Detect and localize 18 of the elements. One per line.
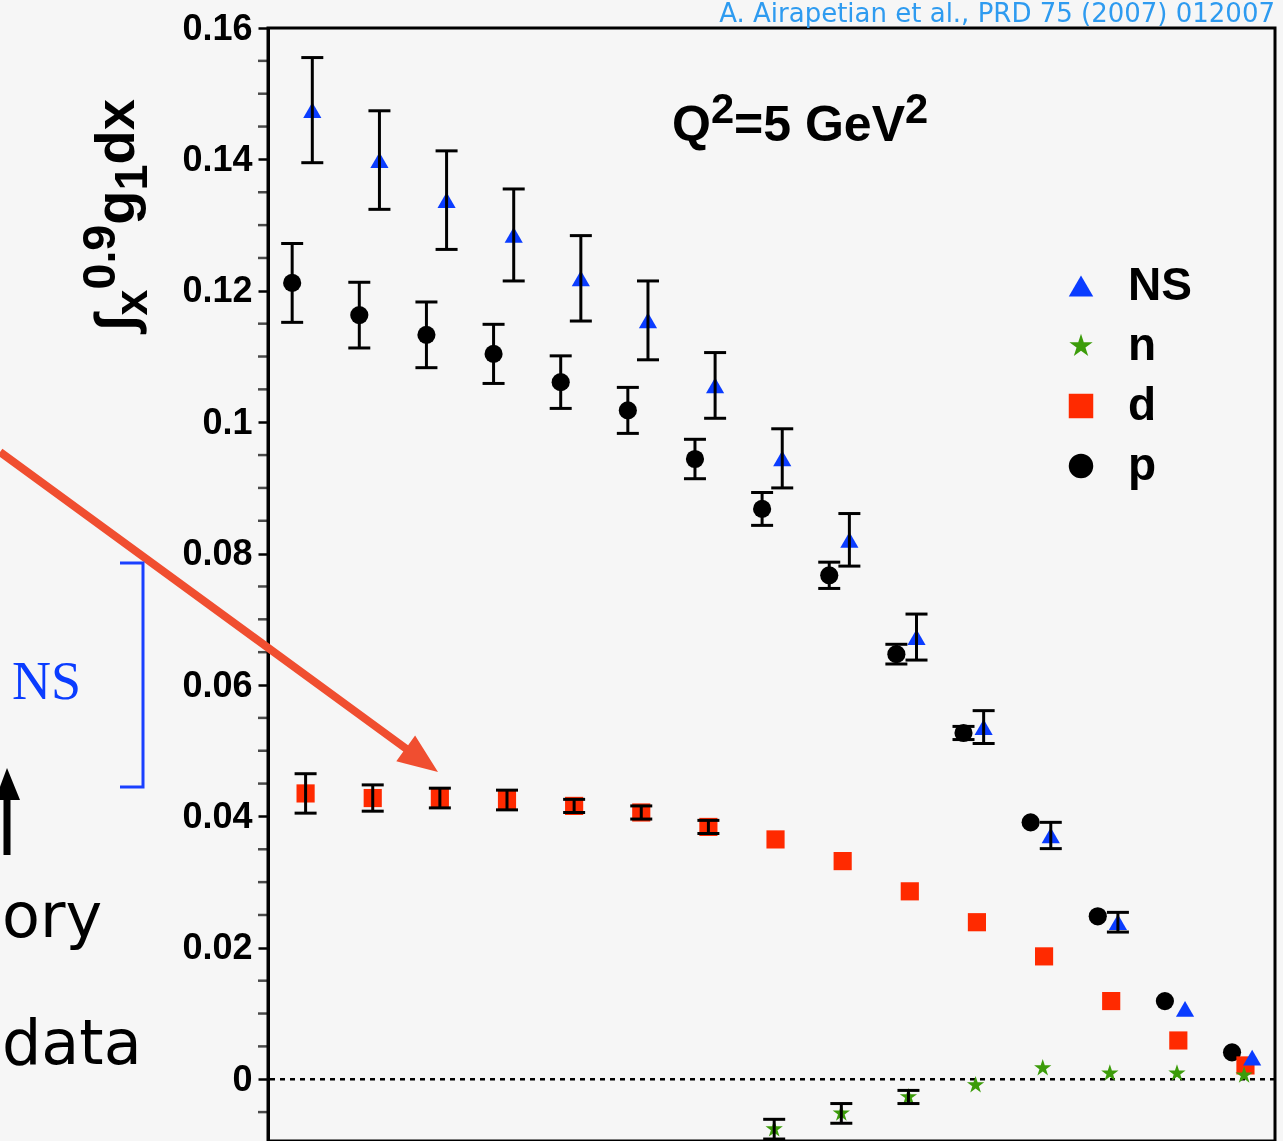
text: data [2, 1006, 142, 1079]
text: ory [2, 879, 103, 952]
y-tick-label: 0.04 [182, 794, 253, 836]
legend-label: p [1128, 438, 1157, 490]
y-tick-label: 0.02 [182, 926, 253, 968]
text: NS [12, 651, 82, 711]
y-tick-label: 0.08 [182, 532, 253, 574]
legend-label: d [1128, 378, 1157, 430]
y-tick-label: 0.1 [202, 400, 253, 442]
legend-label: n [1128, 318, 1157, 370]
y-tick-label: 0.06 [182, 663, 253, 705]
y-tick-label: 0.12 [182, 269, 253, 311]
y-tick-label: 0.14 [182, 137, 253, 179]
y-tick-label: 0.16 [182, 6, 253, 48]
text: A. Airapetian et al., PRD 75 (2007) 012007 [719, 0, 1275, 28]
annotation: Q$^{2}$=5 GeV$^{2}$ [672, 85, 929, 152]
legend-label: NS [1128, 258, 1192, 310]
y-tick-label: 0 [232, 1057, 253, 1099]
